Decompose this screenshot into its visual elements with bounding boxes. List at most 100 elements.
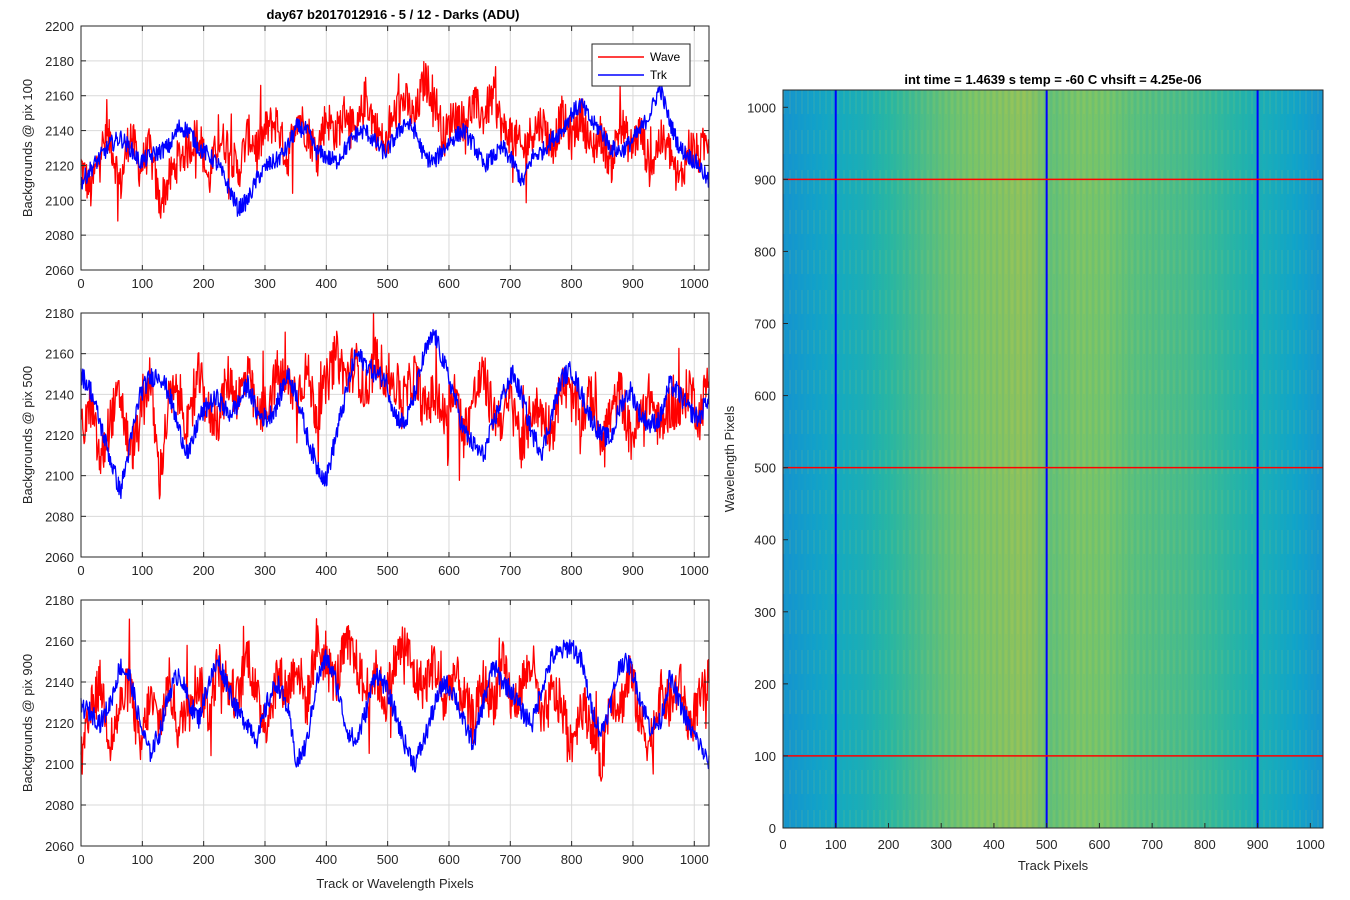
xtick-label: 800 (561, 276, 583, 291)
ytick-label: 2080 (45, 228, 74, 243)
series-line-trk (80, 328, 710, 500)
heatmap-ytick-label: 700 (754, 317, 776, 332)
xtick-label: 0 (77, 276, 84, 291)
ytick-label: 2180 (45, 593, 74, 608)
heatmap-ytick-label: 600 (754, 389, 776, 404)
heatmap-panel: 0 100 200 300 400 500 600 700 800 900 1000 0 100 200… (722, 72, 1325, 873)
xtick-label: 600 (438, 276, 460, 291)
heatmap-xtick-label: 500 (1036, 837, 1058, 852)
subplot-pix-900: 0 100 200 300 400 500 600 700 800 900 1000 2060 208… (20, 593, 710, 891)
ytick-label: 2080 (45, 509, 74, 524)
heatmap-xtick-label: 700 (1141, 837, 1163, 852)
heatmap-xtick-label: 100 (825, 837, 847, 852)
series-line-wave (80, 312, 710, 500)
heatmap-ytick-label: 800 (754, 244, 776, 259)
heatmap-ytick-label: 900 (754, 172, 776, 187)
heatmap-xtick-label: 400 (983, 837, 1005, 852)
ytick-label: 2100 (45, 469, 74, 484)
xtick-label: 900 (622, 563, 644, 578)
heatmap-xtick-label: 300 (930, 837, 952, 852)
xtick-label: 100 (131, 276, 153, 291)
subplot-pix-500: 0 100 200 300 400 500 600 700 800 900 1000 2060 208… (20, 306, 710, 578)
xtick-label: 300 (254, 276, 276, 291)
ytick-label: 2100 (45, 193, 74, 208)
heatmap-xtick-label: 900 (1247, 837, 1269, 852)
ytick-label: 2160 (45, 347, 74, 362)
legend: Wave Trk (591, 43, 691, 87)
xticks-1: 0 100 200 300 400 500 600 700 800 900 1000 (77, 26, 709, 291)
series-line-wave (80, 60, 710, 222)
ytick-label: 2180 (45, 54, 74, 69)
ytick-label: 2120 (45, 428, 74, 443)
ytick-label: 2080 (45, 798, 74, 813)
xtick-label: 1000 (680, 852, 709, 867)
xtick-label: 500 (377, 276, 399, 291)
xtick-label: 300 (254, 852, 276, 867)
ytick-label: 2120 (45, 716, 74, 731)
series-3 (80, 618, 710, 782)
heatmap-xlabel: Track Pixels (1018, 858, 1089, 873)
xtick-label: 800 (561, 852, 583, 867)
legend-trk-label: Trk (650, 68, 668, 82)
yticks-3: 2060 2080 2100 2120 2140 2160 2180 (45, 593, 709, 854)
ytick-label: 2060 (45, 263, 74, 278)
heatmap-xtick-label: 0 (779, 837, 786, 852)
xtick-label: 900 (622, 852, 644, 867)
xtick-label: 500 (377, 852, 399, 867)
heatmap-ylabel: Wavelength Pixels (722, 405, 737, 512)
ytick-label: 2140 (45, 124, 74, 139)
heatmap-ytick-label: 500 (754, 461, 776, 476)
heatmap-texture (783, 90, 1323, 828)
ylabel-2: Backgrounds @ pix 500 (20, 366, 35, 504)
ytick-label: 2140 (45, 675, 74, 690)
xtick-label: 0 (77, 852, 84, 867)
legend-wave-label: Wave (650, 50, 681, 64)
xtick-label: 1000 (680, 563, 709, 578)
xtick-label: 200 (193, 276, 215, 291)
xlabel-3: Track or Wavelength Pixels (316, 876, 474, 891)
xticks-2: 0 100 200 300 400 500 600 700 800 900 1000 (77, 313, 709, 578)
axes-box-1 (80, 25, 710, 271)
heatmap-lines (783, 90, 1323, 828)
heatmap-ytick-label: 0 (769, 821, 776, 836)
xtick-label: 200 (193, 852, 215, 867)
yticks-2: 2060 2080 2100 2120 2140 2160 2180 (45, 306, 709, 565)
xtick-label: 700 (499, 276, 521, 291)
heatmap-ytick-label: 400 (754, 533, 776, 548)
xtick-label: 600 (438, 852, 460, 867)
series-1 (80, 60, 710, 222)
xtick-label: 700 (499, 852, 521, 867)
yticks-1: 2060 2080 2100 2120 2140 2160 2180 2200 (45, 19, 709, 278)
ytick-label: 2060 (45, 839, 74, 854)
series-line-trk (80, 82, 710, 217)
legend-box (591, 43, 691, 87)
heatmap-ytick-label: 100 (754, 749, 776, 764)
figure-title: day67 b2017012916 - 5 / 12 - Darks (ADU) (267, 7, 520, 22)
xticks-3: 0 100 200 300 400 500 600 700 800 900 1000 (77, 600, 709, 867)
heatmap-axes-box (782, 89, 1324, 829)
heatmap-ytick-label: 1000 (747, 100, 776, 115)
ytick-label: 2180 (45, 306, 74, 321)
xtick-label: 300 (254, 563, 276, 578)
heatmap-ytick-label: 200 (754, 677, 776, 692)
xtick-label: 400 (315, 852, 337, 867)
xtick-label: 200 (193, 563, 215, 578)
series-line-wave (80, 618, 710, 782)
heatmap-title: int time = 1.4639 s temp = -60 C vhsift … (904, 72, 1201, 87)
ytick-label: 2140 (45, 387, 74, 402)
xtick-label: 0 (77, 563, 84, 578)
ytick-label: 2160 (45, 634, 74, 649)
xtick-label: 600 (438, 563, 460, 578)
series-2 (80, 312, 710, 500)
ytick-label: 2060 (45, 550, 74, 565)
xtick-label: 100 (131, 852, 153, 867)
ytick-label: 2200 (45, 19, 74, 34)
xtick-label: 400 (315, 563, 337, 578)
heatmap-xtick-label: 1000 (1296, 837, 1325, 852)
xtick-label: 100 (131, 563, 153, 578)
xtick-label: 400 (315, 276, 337, 291)
xtick-label: 1000 (680, 276, 709, 291)
xtick-label: 800 (561, 563, 583, 578)
ylabel-3: Backgrounds @ pix 900 (20, 654, 35, 792)
ylabel-1: Backgrounds @ pix 100 (20, 79, 35, 217)
